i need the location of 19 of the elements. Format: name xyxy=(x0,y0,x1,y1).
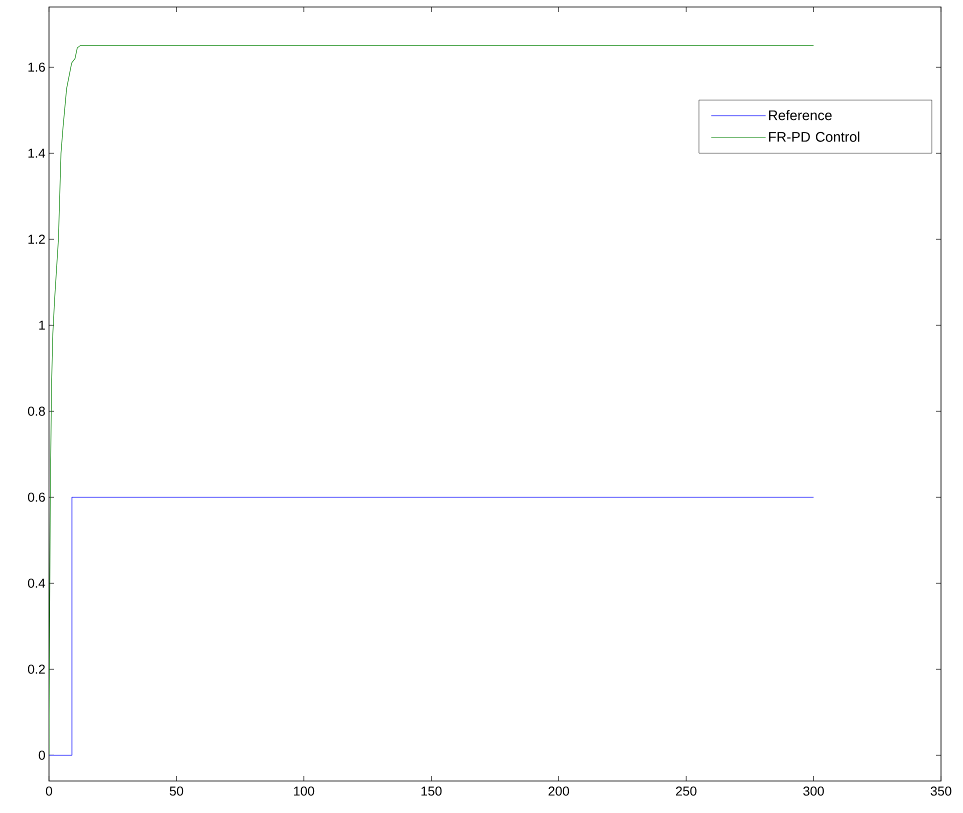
x-tick-label: 250 xyxy=(676,786,696,796)
y-tick-label: 1.6 xyxy=(28,62,45,72)
y-tick-label: 1.4 xyxy=(28,148,46,158)
y-tick-label: 1.2 xyxy=(28,234,45,244)
x-tick-label: 50 xyxy=(170,786,184,796)
y-tick-label: 0.2 xyxy=(28,664,45,674)
x-tick-label: 350 xyxy=(930,786,952,796)
x-tick-label: 150 xyxy=(421,786,442,796)
x-tick-label: 200 xyxy=(548,786,570,796)
y-tick-label: 0 xyxy=(38,750,45,760)
x-tick-label: 0 xyxy=(46,786,52,796)
y-tick-label: 0.4 xyxy=(28,578,46,588)
x-tick-label: 300 xyxy=(803,786,824,796)
y-tick-label: 0.8 xyxy=(28,406,45,416)
y-tick-label: 1 xyxy=(39,320,45,330)
x-tick-label: 100 xyxy=(294,786,314,796)
y-tick-label: 0.6 xyxy=(28,492,45,502)
legend-label: Reference xyxy=(769,110,832,120)
legend-label: FR-PD Control xyxy=(769,132,860,142)
